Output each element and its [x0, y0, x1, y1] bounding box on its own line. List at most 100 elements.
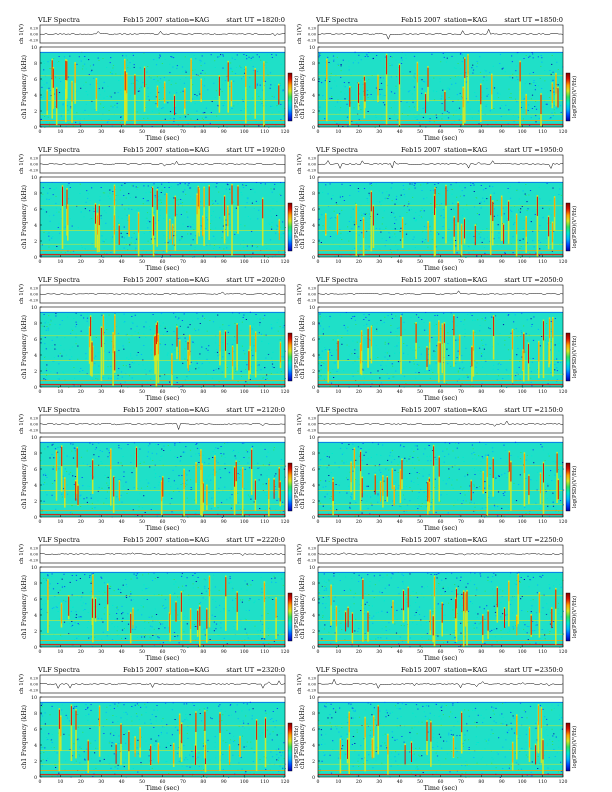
spectrogram-cell — [173, 379, 176, 381]
spectrogram-cell — [178, 386, 180, 388]
spectrogram-cell — [364, 237, 367, 239]
spectrogram-streak — [134, 73, 136, 125]
spectrogram-cell — [366, 198, 368, 199]
spectrogram-cell — [424, 117, 426, 119]
spectrogram-cell — [249, 311, 251, 313]
spectrogram-cell — [483, 348, 485, 350]
spectrogram-cell — [332, 195, 334, 196]
spectrogram-cell — [452, 450, 454, 452]
spectrogram-cell — [275, 489, 277, 490]
spectrogram-cell — [238, 498, 240, 500]
spectrogram-cell — [47, 116, 49, 118]
spectrogram-cell — [457, 339, 459, 341]
spectrogram-cell — [352, 316, 354, 318]
spectrogram-cell — [85, 54, 87, 56]
spectrogram-cell — [481, 339, 483, 341]
spectrogram-cell — [544, 80, 546, 82]
spectrogram-cell — [344, 327, 347, 329]
spectrogram-cell — [194, 103, 196, 105]
spectrogram-cell — [514, 205, 516, 207]
spectrogram-band — [318, 380, 563, 382]
spectrogram-cell — [282, 322, 284, 324]
spectrogram-cell — [354, 60, 356, 61]
spectrogram-cell — [380, 475, 382, 477]
spectrogram-cell — [176, 65, 178, 67]
spectrogram-cell — [380, 364, 382, 366]
spectrogram-cell — [494, 315, 497, 317]
spectrogram-cell — [329, 498, 331, 500]
spectrogram-panel-8: VLF Spectra Feb15 2007 station=KAG start UT… — [296, 406, 578, 532]
spectrogram-cell — [151, 110, 154, 112]
spectrogram-cell — [409, 487, 411, 488]
spectrogram-cell — [229, 86, 231, 87]
spectrogram-cell — [518, 484, 520, 485]
spectrogram-cell — [108, 505, 110, 507]
spectrogram-cell — [97, 378, 99, 380]
spectrogram-cell — [476, 197, 478, 199]
spectrogram-cell — [448, 478, 450, 479]
spectrogram-streak-core — [118, 481, 120, 501]
spectrogram-cell — [379, 377, 381, 379]
spectrogram-cell — [150, 509, 152, 511]
spectrogram-cell — [487, 454, 489, 456]
spectrogram-cell — [132, 322, 134, 324]
spectrogram-cell — [350, 496, 352, 498]
spectrogram-cell — [473, 206, 476, 208]
spectrogram-cell — [194, 513, 196, 515]
spectrogram-streak-core — [184, 89, 186, 109]
spectrogram-cell — [67, 76, 69, 78]
spectrogram-cell — [163, 235, 165, 237]
spectrogram-cell — [221, 237, 223, 239]
spectrogram-cell — [519, 458, 522, 460]
spectrogram-cell — [479, 441, 481, 443]
spectrogram-cell — [486, 88, 488, 89]
spectrogram-cell — [225, 188, 227, 190]
spectrogram-cell — [283, 214, 285, 216]
y-axis-label: ch1 Frequency (kHz) — [299, 55, 306, 119]
spectrogram-cell — [46, 512, 48, 514]
spectrogram-cell — [435, 459, 437, 460]
spectrogram-cell — [274, 360, 276, 362]
spectrogram-cell — [324, 347, 326, 348]
spectrogram-cell — [50, 320, 52, 322]
spectrogram-cell — [42, 474, 45, 476]
spectrogram-cell — [66, 455, 68, 457]
spectrogram-cell — [216, 115, 218, 117]
spectrogram-cell — [120, 116, 122, 118]
spectrogram-cell — [41, 80, 44, 81]
spectrogram-cell — [418, 346, 420, 348]
spectrogram-cell — [196, 95, 198, 97]
spectrogram-cell — [328, 481, 330, 482]
spectrogram-cell — [87, 94, 89, 96]
spectrogram-cell — [182, 483, 184, 484]
spectrogram-cell — [428, 370, 430, 371]
colorbar-label: log(PSD)(V²/Hz) — [293, 206, 300, 248]
spectrogram-cell — [412, 349, 414, 351]
spectrogram-cell — [482, 366, 484, 368]
spectrogram-cell — [519, 474, 521, 476]
spectrogram-cell — [391, 56, 393, 58]
panel-date: Feb15 2007 — [401, 406, 441, 414]
spectrogram-cell — [403, 343, 405, 344]
spectrogram-cell — [177, 350, 179, 352]
spectrogram-cell — [406, 345, 408, 347]
spectrogram-cell — [446, 479, 448, 481]
spectrogram-cell — [104, 106, 106, 107]
spectrogram-streak — [195, 462, 197, 504]
spectrogram-cell — [510, 216, 512, 218]
spectrogram-cell — [108, 206, 110, 207]
spectrogram-streak-core — [490, 196, 492, 216]
spectrogram-cell — [170, 186, 172, 187]
x-tick-label: 20 — [356, 389, 362, 395]
spectrogram-cell — [544, 460, 546, 461]
spectrogram-cell — [137, 90, 139, 92]
waveform-axis-label: ch 1(V) — [296, 414, 303, 434]
spectrogram-cell — [460, 321, 462, 322]
spectrogram-streak-core — [273, 479, 275, 499]
spectrogram-cell — [329, 236, 332, 237]
spectrogram-cell — [54, 448, 57, 450]
spectrogram-cell — [133, 487, 135, 489]
spectrogram-cell — [558, 194, 560, 195]
spectrogram-cell — [118, 368, 120, 369]
spectrogram-cell — [228, 325, 230, 326]
